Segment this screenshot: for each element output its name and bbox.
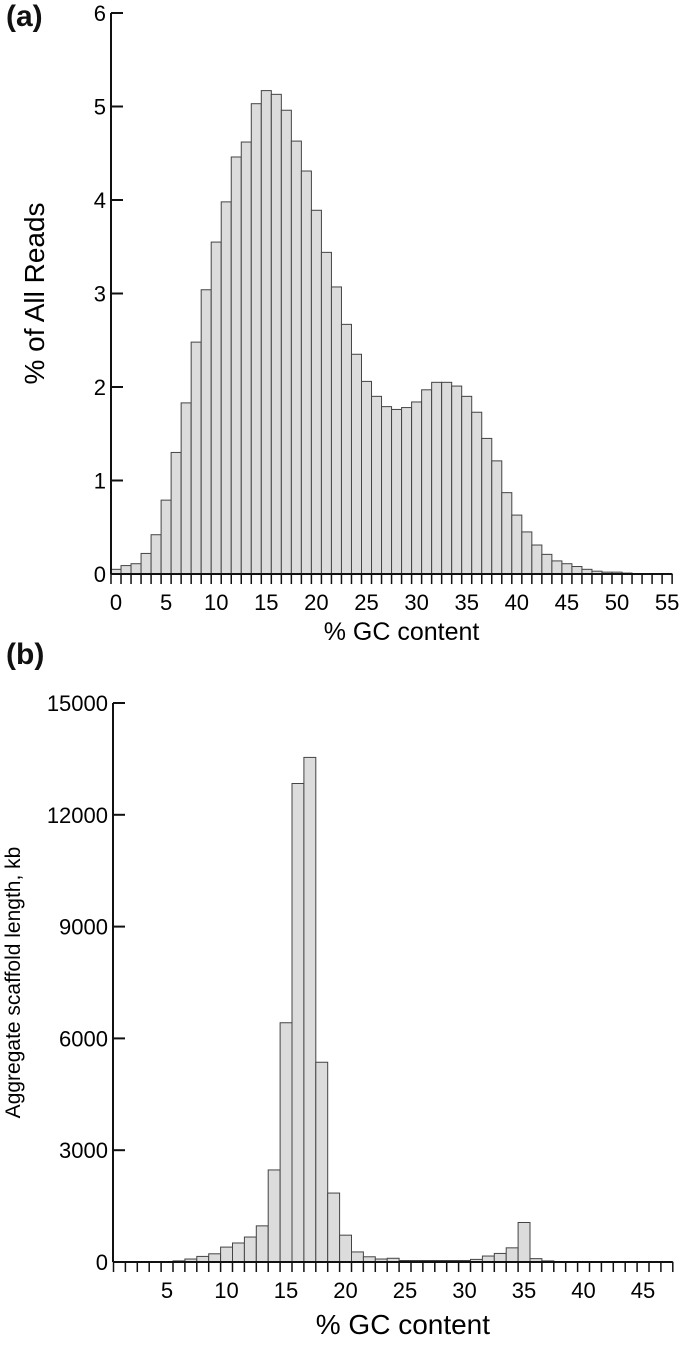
histogram-bar [517,1221,531,1263]
y-tick-label: 2 [94,375,106,400]
y-axis-title: % of All Reads [19,202,50,384]
bars [110,90,673,575]
y-tick-label: 3 [94,282,106,307]
histogram-bar [339,1234,353,1263]
x-tick-label: 35 [512,1278,536,1303]
histogram-bar [327,1192,341,1263]
x-tick-label: 30 [404,590,428,615]
x-tick-label: 20 [333,1278,357,1303]
y-tick-label: 5 [94,95,106,120]
y-tick-label: 4 [94,188,106,213]
histogram-bar [291,782,305,1263]
x-tick-label: 55 [655,590,679,615]
x-tick-label: 10 [214,1278,238,1303]
x-tick-label: 45 [631,1278,655,1303]
x-tick-label: 30 [452,1278,476,1303]
y-tick-label: 0 [94,562,106,587]
x-tick-label: 20 [304,590,328,615]
y-tick-label: 12000 [47,803,108,828]
bars [113,756,674,1263]
x-tick-label: 5 [160,590,172,615]
histogram-bar [243,1236,257,1263]
histogram-bar [315,1061,329,1263]
x-tick-label: 15 [254,590,278,615]
histogram-bar [351,1251,364,1263]
histogram-bar [255,1225,269,1263]
x-axis-title: % GC content [316,1309,491,1340]
histogram-bar [220,1246,234,1263]
histogram-bar [279,1022,293,1263]
x-tick-label: 25 [393,1278,417,1303]
panel-a-label: (a) [6,0,43,33]
x-tick-label: 5 [161,1278,173,1303]
histogram-bar [208,1253,222,1263]
y-tick-label: 6 [94,1,106,26]
x-tick-label: 15 [274,1278,298,1303]
x-tick-label: 40 [571,1278,595,1303]
x-tick-label: 0 [110,590,122,615]
histogram-bar [505,1247,519,1263]
histogram-bar [267,1169,281,1263]
x-tick-label: 10 [204,590,228,615]
x-tick-label: 40 [505,590,529,615]
histogram-bar [493,1252,507,1263]
x-tick-label: 45 [555,590,579,615]
panel-b-label: (b) [6,638,45,671]
x-tick-label: 25 [354,590,378,615]
histogram-bar [303,756,317,1263]
y-tick-label: 15000 [47,691,108,716]
y-axis-title: Aggregate scaffold length, kb [2,847,25,1119]
y-tick-label: 0 [96,1250,108,1275]
y-tick-label: 9000 [59,915,108,940]
y-tick-label: 1 [94,469,106,494]
y-tick-label: 6000 [59,1026,108,1051]
y-tick-label: 3000 [59,1138,108,1163]
x-axis-title: % GC content [324,618,480,640]
histogram-bar [232,1242,245,1263]
x-tick-label: 35 [454,590,478,615]
x-tick-label: 50 [605,590,629,615]
